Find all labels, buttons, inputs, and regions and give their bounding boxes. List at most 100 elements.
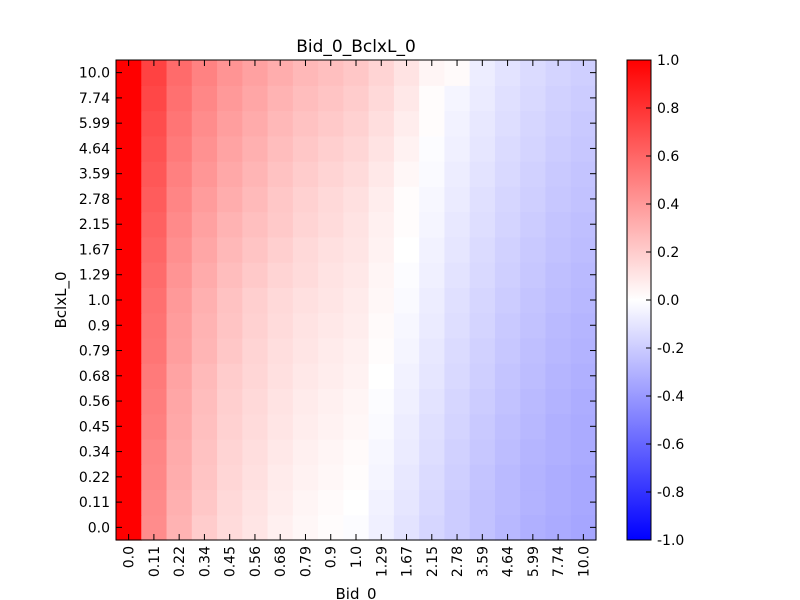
heatmap-cell: [141, 161, 168, 187]
heatmap-cell: [494, 236, 521, 263]
heatmap-cell: [166, 312, 193, 339]
heatmap-cell: [393, 438, 420, 465]
heatmap-cell: [545, 438, 572, 465]
heatmap-cell: [494, 337, 521, 364]
heatmap-cell: [217, 135, 243, 162]
colorbar-tick-label: -0.6: [657, 437, 684, 453]
heatmap-cell: [318, 337, 344, 364]
heatmap-cell: [444, 85, 471, 112]
heatmap-cell: [292, 489, 319, 516]
x-tick-label: 0.11: [147, 546, 163, 577]
heatmap-cell: [343, 388, 370, 415]
y-tick-label: 3.59: [79, 167, 110, 183]
heatmap-cell: [520, 388, 547, 415]
heatmap-cell: [217, 388, 243, 415]
colorbar-tick-label: 0.0: [657, 293, 679, 309]
heatmap-cell: [141, 262, 168, 288]
heatmap-cell: [545, 161, 572, 187]
heatmap-cell: [520, 236, 547, 263]
heatmap-cell: [494, 464, 521, 491]
heatmap-cell: [545, 489, 572, 516]
y-tick-label: 1.67: [79, 242, 110, 258]
heatmap-cell: [242, 413, 269, 440]
heatmap-cell: [292, 236, 319, 263]
heatmap-cell: [545, 464, 572, 491]
heatmap-cell: [494, 211, 521, 238]
heatmap-cell: [292, 312, 319, 339]
heatmap-cell: [368, 438, 395, 465]
heatmap-cell: [393, 211, 420, 238]
heatmap-cell: [520, 211, 547, 238]
heatmap-cell: [444, 438, 471, 465]
y-tick-label: 0.79: [79, 344, 110, 360]
heatmap-cell: [494, 413, 521, 440]
heatmap-cell: [368, 85, 395, 112]
heatmap-cell: [292, 287, 319, 314]
heatmap-cell: [444, 413, 471, 440]
heatmap-cell: [292, 363, 319, 390]
heatmap-cell: [368, 135, 395, 162]
x-tick-label: 1.0: [349, 546, 365, 568]
heatmap-cell: [217, 110, 243, 137]
heatmap-cell: [444, 464, 471, 491]
heatmap-cell: [166, 287, 193, 314]
heatmap-cell: [191, 464, 218, 491]
heatmap-cell: [318, 489, 344, 516]
heatmap-cell: [368, 287, 395, 314]
y-tick-label: 0.0: [88, 520, 110, 536]
heatmap-cell: [343, 464, 370, 491]
heatmap-cell: [141, 236, 168, 263]
heatmap-cell: [444, 337, 471, 364]
heatmap-cell: [267, 413, 294, 440]
heatmap-cell: [469, 287, 496, 314]
heatmap-cell: [242, 186, 269, 213]
heatmap-cell: [217, 161, 243, 187]
heatmap-cell: [343, 438, 370, 465]
heatmap-cell: [469, 85, 496, 112]
heatmap-cell: [444, 211, 471, 238]
heatmap-cell: [393, 85, 420, 112]
heatmap-cell: [419, 312, 446, 339]
heatmap-cell: [469, 337, 496, 364]
heatmap-cell: [494, 110, 521, 137]
heatmap-cell: [469, 464, 496, 491]
y-tick-label: 0.68: [79, 369, 110, 385]
heatmap-cell: [419, 287, 446, 314]
heatmap-cell: [343, 413, 370, 440]
heatmap-cell: [318, 236, 344, 263]
heatmap-cell: [343, 489, 370, 516]
heatmap-cell: [292, 388, 319, 415]
heatmap-cell: [368, 489, 395, 516]
heatmap-cell: [217, 85, 243, 112]
heatmap-cell: [318, 438, 344, 465]
heatmap-cell: [469, 135, 496, 162]
heatmap-cell: [166, 388, 193, 415]
heatmap-cell: [545, 388, 572, 415]
x-tick-label: 0.0: [122, 546, 138, 568]
heatmap-cell: [368, 236, 395, 263]
heatmap-cell: [267, 464, 294, 491]
heatmap-cell: [217, 262, 243, 288]
heatmap-cell: [393, 236, 420, 263]
heatmap-cell: [191, 85, 218, 112]
heatmap-cell: [166, 161, 193, 187]
heatmap-cell: [444, 236, 471, 263]
heatmap-cell: [166, 413, 193, 440]
heatmap-cell: [343, 161, 370, 187]
heatmap-cell: [368, 388, 395, 415]
heatmap-cell: [494, 85, 521, 112]
heatmap-cell: [191, 337, 218, 364]
heatmap-cell: [267, 135, 294, 162]
heatmap-cell: [393, 135, 420, 162]
heatmap-cell: [267, 337, 294, 364]
heatmap-cell: [292, 464, 319, 491]
heatmap-cell: [469, 438, 496, 465]
heatmap-cell: [545, 363, 572, 390]
x-tick-label: 4.64: [501, 546, 517, 577]
heatmap-cell: [318, 312, 344, 339]
heatmap-cell: [494, 363, 521, 390]
heatmap-cell: [191, 312, 218, 339]
y-tick-label: 0.9: [88, 318, 110, 334]
heatmap-cell: [292, 85, 319, 112]
heatmap-cell: [166, 110, 193, 137]
